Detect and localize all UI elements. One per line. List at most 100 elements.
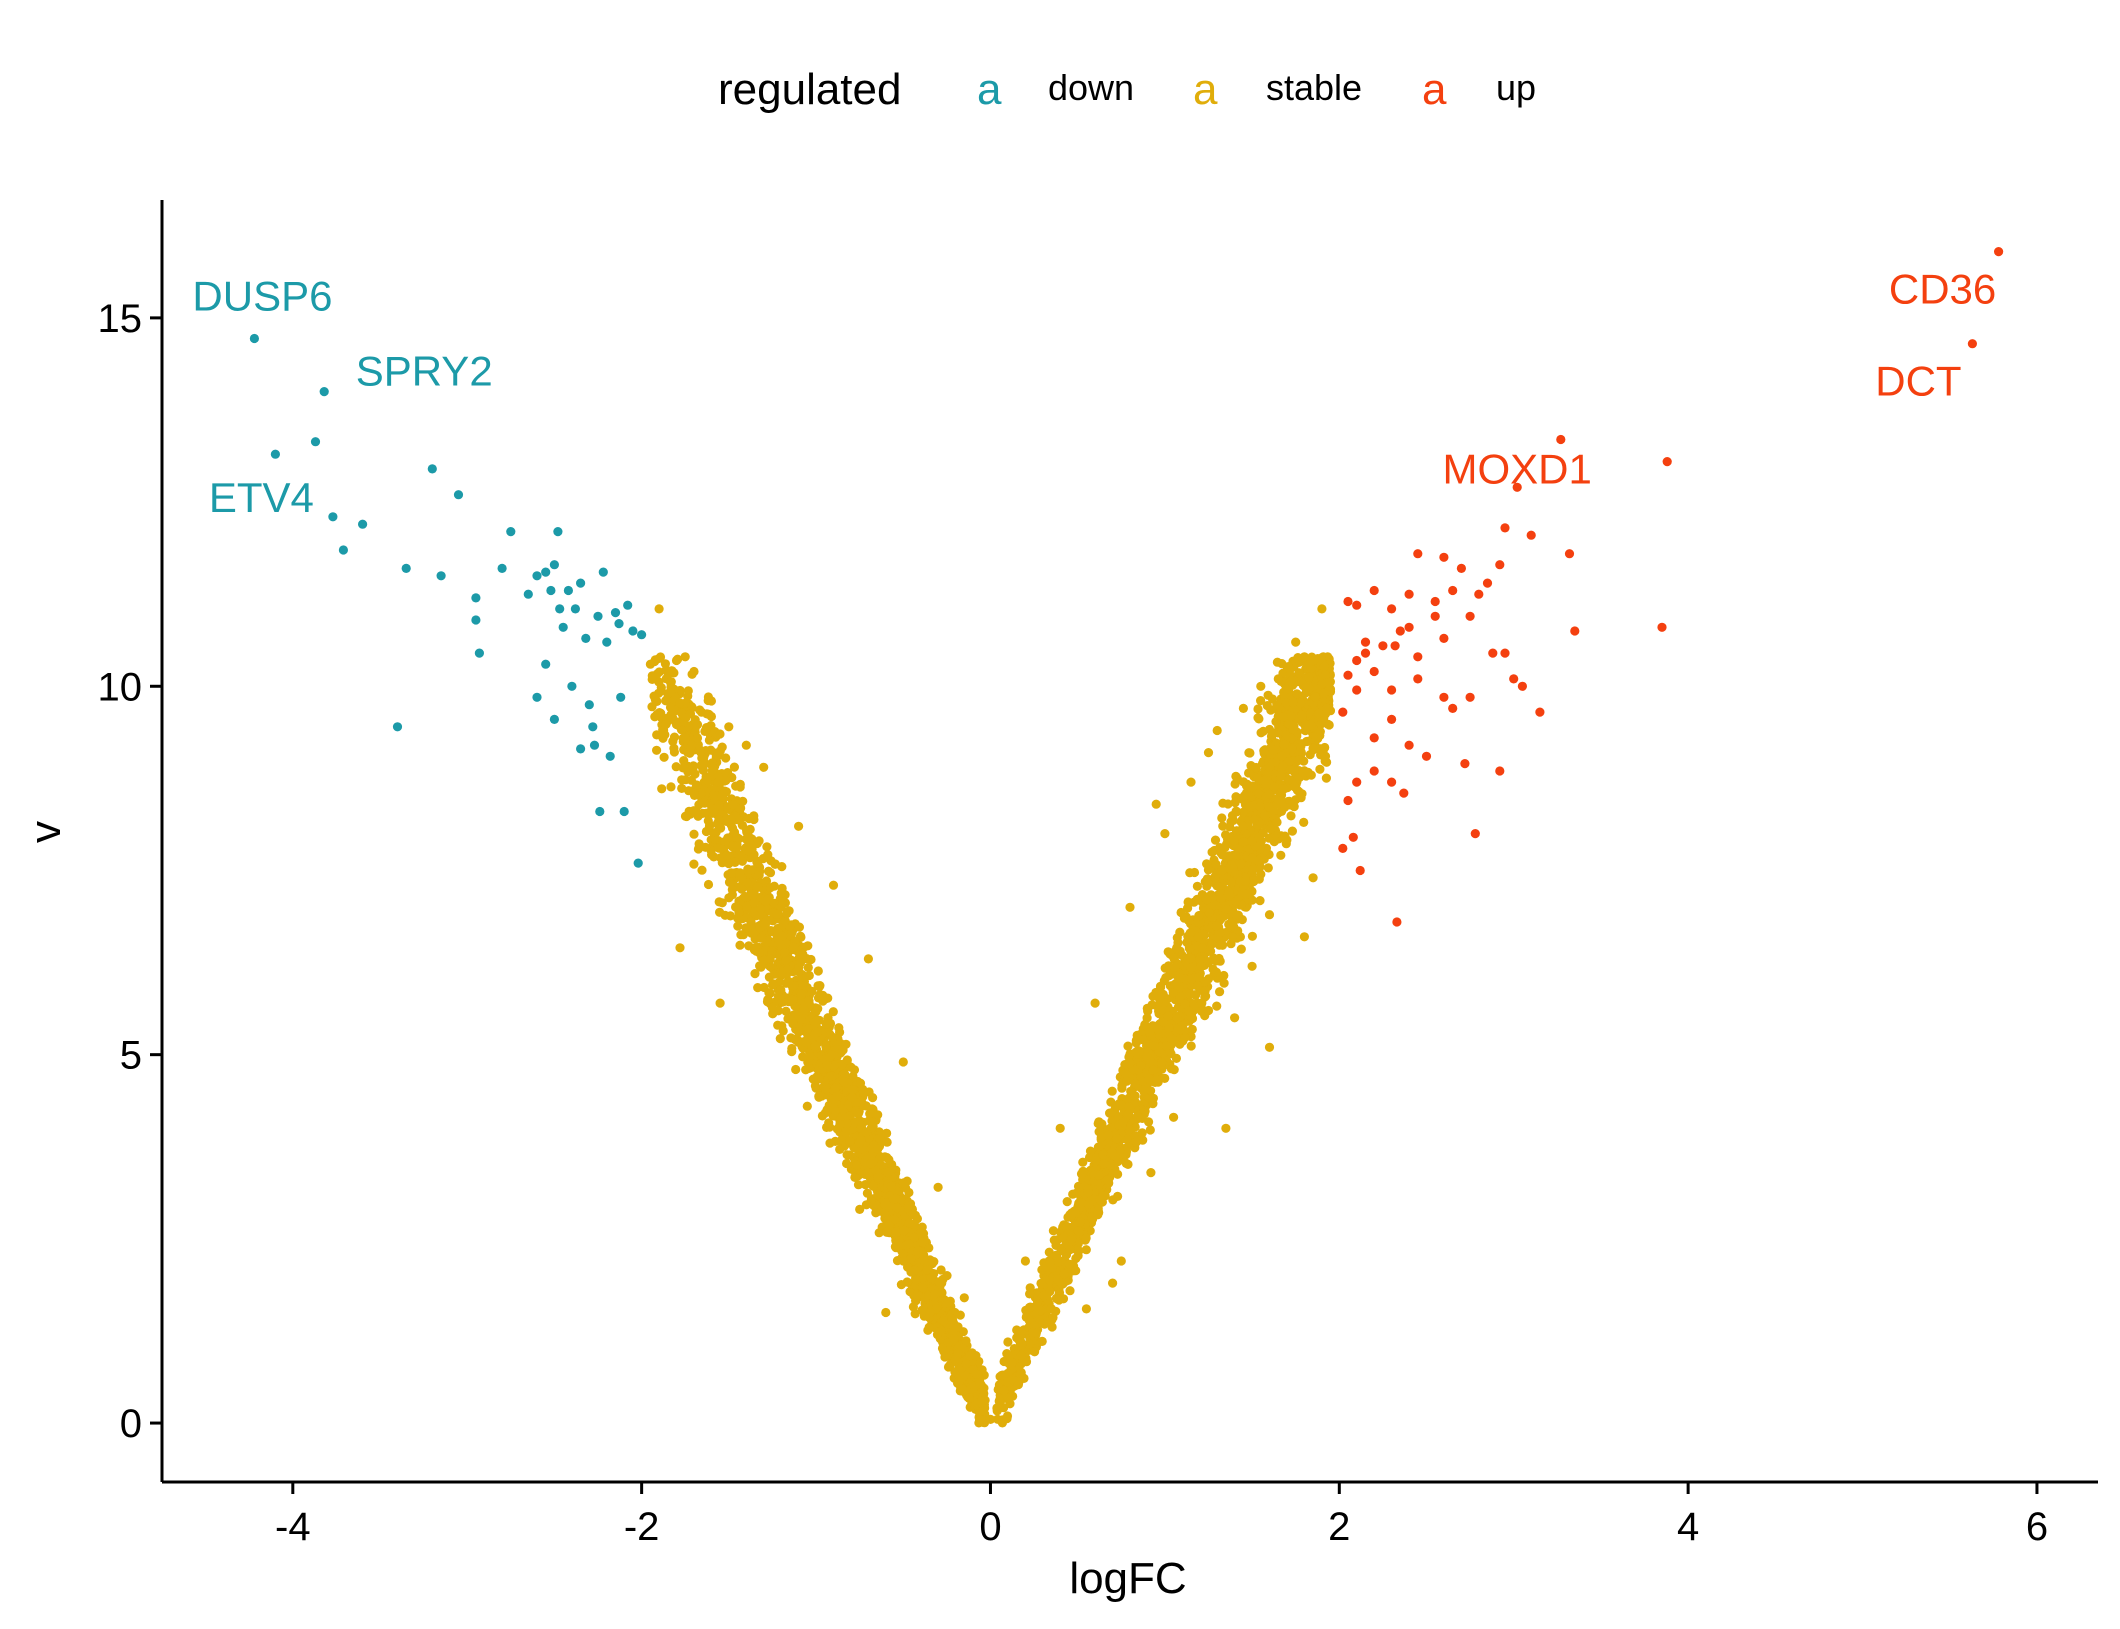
data-point [1299, 932, 1309, 942]
data-point [1247, 961, 1257, 971]
legend-key-stable: a [1193, 65, 1218, 114]
data-point [782, 909, 792, 919]
data-point [898, 1057, 908, 1067]
data-point [1170, 962, 1180, 972]
data-point [1275, 796, 1286, 806]
data-point [679, 756, 689, 766]
data-point [813, 966, 823, 976]
data-point [1570, 626, 1580, 636]
data-point [1288, 800, 1298, 810]
data-point [1093, 1210, 1103, 1220]
data-point [861, 1127, 871, 1137]
data-point [1258, 775, 1268, 786]
data-point [1352, 777, 1362, 787]
data-point [1448, 703, 1458, 714]
data-point [975, 1415, 985, 1425]
data-point [762, 937, 773, 947]
data-point [727, 823, 738, 833]
data-point [1117, 1083, 1127, 1093]
data-point [804, 996, 814, 1006]
data-point [1156, 1058, 1167, 1068]
data-point [776, 888, 786, 898]
data-point [689, 829, 699, 839]
data-point [671, 719, 682, 730]
data-point [1025, 1289, 1035, 1299]
data-point [1130, 1091, 1140, 1101]
data-point [899, 1178, 909, 1188]
data-point [846, 1062, 856, 1072]
data-point [1526, 530, 1536, 540]
data-point [842, 1150, 852, 1160]
data-point [853, 1180, 864, 1190]
legend-key-down: a [977, 65, 1002, 114]
data-point [1238, 821, 1248, 832]
data-point [1262, 701, 1272, 711]
data-point [1155, 994, 1165, 1004]
data-point [677, 783, 687, 794]
data-point [919, 1250, 929, 1260]
data-point [822, 1060, 833, 1070]
data-point [1413, 674, 1423, 684]
data-point [1172, 943, 1182, 953]
data-point [1268, 745, 1279, 755]
data-point [883, 1167, 893, 1178]
data-point [1171, 1053, 1181, 1063]
data-point [847, 1085, 857, 1095]
data-point [715, 998, 725, 1008]
data-point [721, 753, 731, 763]
data-point [1172, 1013, 1182, 1024]
data-point [1062, 1197, 1072, 1207]
data-point [1203, 974, 1214, 984]
data-point [683, 686, 693, 696]
data-point [663, 689, 673, 699]
data-point [810, 1081, 821, 1091]
data-point [1229, 836, 1239, 846]
data-point [1352, 655, 1362, 666]
data-point [1192, 894, 1202, 905]
data-point [1247, 895, 1257, 905]
data-point [669, 732, 680, 742]
data-point [807, 986, 817, 997]
data-point [1495, 560, 1505, 570]
data-point [338, 545, 348, 555]
data-point [1057, 1278, 1067, 1288]
data-point [1078, 1157, 1088, 1167]
data-point [875, 1133, 885, 1143]
data-point [760, 919, 770, 930]
data-point [764, 988, 774, 998]
data-point [798, 949, 808, 959]
data-point [471, 615, 481, 625]
data-point [742, 845, 753, 856]
data-point [909, 1232, 919, 1243]
data-point [1247, 931, 1257, 941]
data-point [1285, 765, 1295, 775]
data-point [1369, 666, 1379, 677]
data-point [734, 834, 744, 844]
data-point [1094, 1170, 1104, 1180]
data-point [1056, 1245, 1066, 1255]
data-point [1215, 843, 1225, 853]
data-point [1206, 946, 1216, 956]
data-point [1224, 887, 1234, 897]
data-point [695, 747, 706, 757]
data-point [737, 856, 748, 866]
data-point [660, 659, 671, 669]
data-point [767, 1002, 778, 1013]
data-point [1324, 720, 1334, 730]
data-point [1003, 1337, 1013, 1347]
data-point [794, 1027, 804, 1037]
data-point [1113, 1169, 1123, 1179]
data-point [654, 653, 664, 664]
data-point [1297, 710, 1307, 721]
data-point [1276, 771, 1286, 782]
data-point [647, 702, 657, 712]
data-point [720, 815, 730, 825]
data-point [1281, 698, 1291, 708]
data-point [700, 842, 711, 852]
data-point [1207, 939, 1217, 949]
data-point [695, 705, 705, 715]
data-point [1021, 1357, 1032, 1367]
data-point [1253, 704, 1263, 714]
data-point [783, 964, 793, 975]
